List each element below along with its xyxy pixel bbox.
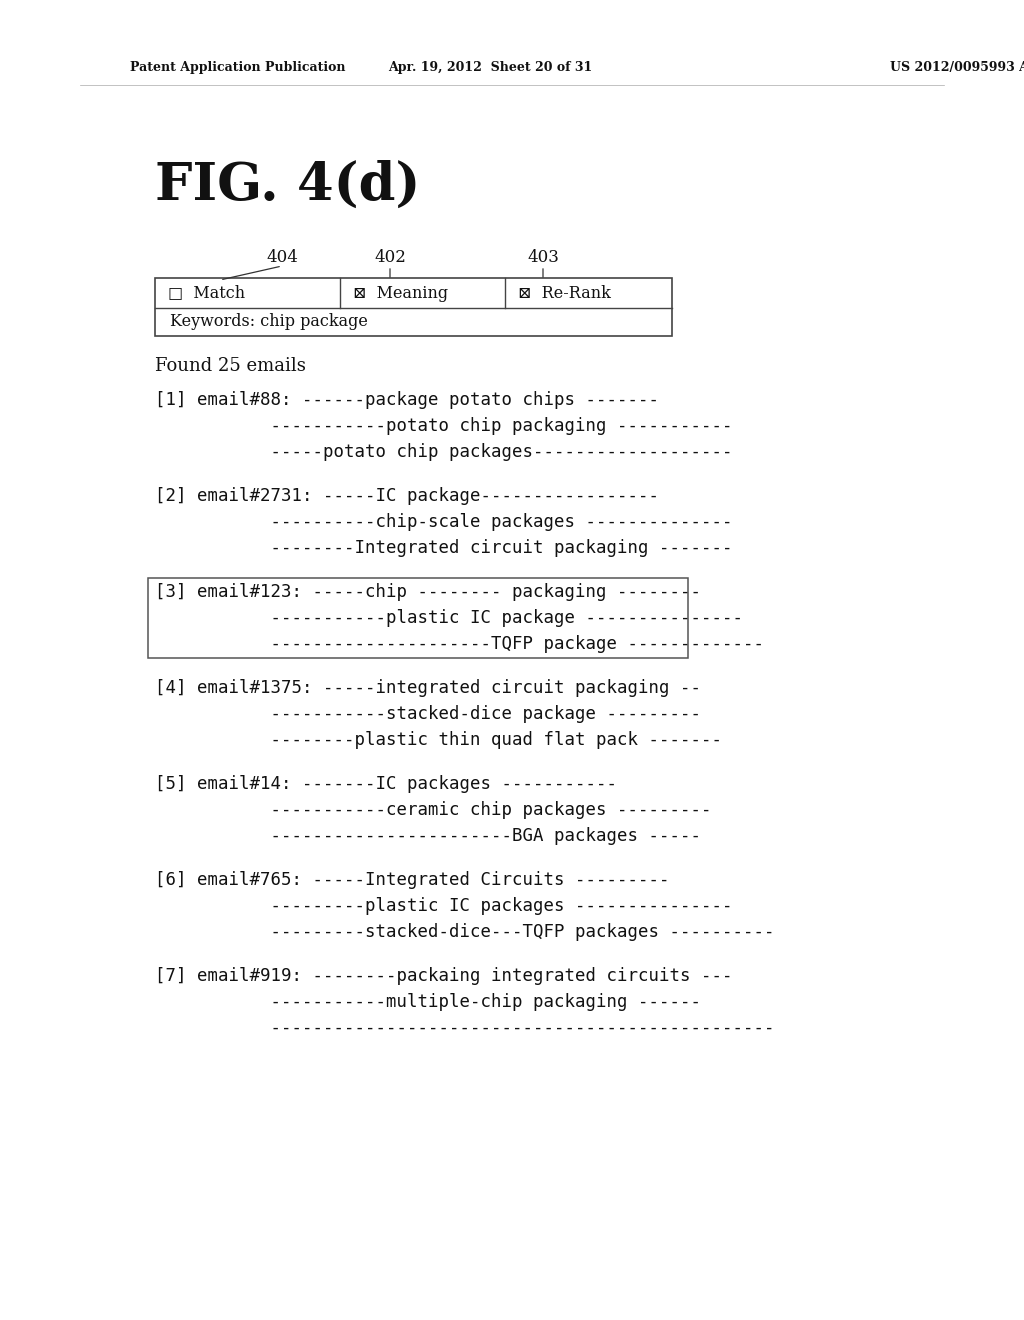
Text: [4] email#1375: -----integrated circuit packaging --: [4] email#1375: -----integrated circuit …: [155, 678, 701, 697]
Text: 403: 403: [527, 249, 559, 267]
Text: Keywords: chip package: Keywords: chip package: [170, 314, 368, 330]
Text: Patent Application Publication: Patent Application Publication: [130, 62, 345, 74]
Text: US 2012/0095993 A1: US 2012/0095993 A1: [890, 62, 1024, 74]
Text: □  Match: □ Match: [168, 285, 245, 301]
Text: -----------stacked-dice package ---------: -----------stacked-dice package --------…: [155, 705, 701, 723]
Text: [3] email#123: -----chip -------- packaging --------: [3] email#123: -----chip -------- packag…: [155, 583, 701, 601]
Text: 402: 402: [374, 249, 406, 267]
Text: [7] email#919: --------packaing integrated circuits ---: [7] email#919: --------packaing integrat…: [155, 968, 732, 985]
Text: --------plastic thin quad flat pack -------: --------plastic thin quad flat pack ----…: [155, 731, 722, 748]
Text: --------Integrated circuit packaging -------: --------Integrated circuit packaging ---…: [155, 539, 732, 557]
Bar: [148, 578, 688, 657]
Text: Apr. 19, 2012  Sheet 20 of 31: Apr. 19, 2012 Sheet 20 of 31: [388, 62, 592, 74]
Text: -----------plastic IC package ---------------: -----------plastic IC package ----------…: [155, 609, 743, 627]
Text: -----------potato chip packaging -----------: -----------potato chip packaging -------…: [155, 417, 732, 436]
Text: [2] email#2731: -----IC package-----------------: [2] email#2731: -----IC package---------…: [155, 487, 659, 506]
Text: Found 25 emails: Found 25 emails: [155, 356, 306, 375]
Text: ------------------------------------------------: ----------------------------------------…: [155, 1019, 774, 1038]
Text: -----------ceramic chip packages ---------: -----------ceramic chip packages -------…: [155, 801, 712, 818]
Text: -----potato chip packages-------------------: -----potato chip packages---------------…: [155, 444, 732, 461]
Text: -----------multiple-chip packaging ------: -----------multiple-chip packaging -----…: [155, 993, 701, 1011]
Text: [6] email#765: -----Integrated Circuits ---------: [6] email#765: -----Integrated Circuits …: [155, 871, 670, 888]
Text: ⊠  Meaning: ⊠ Meaning: [353, 285, 449, 301]
Bar: [155, 279, 672, 337]
Text: [5] email#14: -------IC packages -----------: [5] email#14: -------IC packages -------…: [155, 775, 617, 793]
Text: [1] email#88: ------package potato chips -------: [1] email#88: ------package potato chips…: [155, 391, 659, 409]
Text: 404: 404: [266, 249, 298, 267]
Text: ---------plastic IC packages ---------------: ---------plastic IC packages -----------…: [155, 898, 732, 915]
Text: ---------------------TQFP package -------------: ---------------------TQFP package ------…: [155, 635, 764, 653]
Text: ----------chip-scale packages --------------: ----------chip-scale packages ----------…: [155, 513, 732, 531]
Text: FIG. 4(d): FIG. 4(d): [155, 160, 421, 210]
Text: ⊠  Re-Rank: ⊠ Re-Rank: [518, 285, 611, 301]
Text: -----------------------BGA packages -----: -----------------------BGA packages ----…: [155, 828, 701, 845]
Text: ---------stacked-dice---TQFP packages ----------: ---------stacked-dice---TQFP packages --…: [155, 923, 774, 941]
